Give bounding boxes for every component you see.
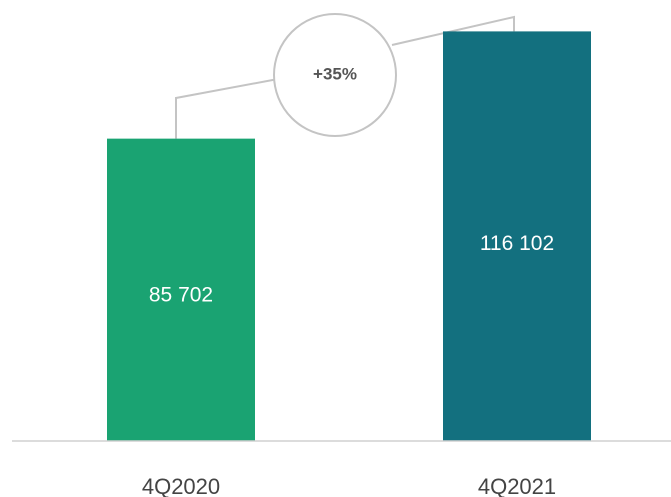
bar-value-label-4q2020: 85 702 <box>149 283 213 306</box>
bar-4q2021 <box>443 31 591 441</box>
growth-bubble <box>273 13 397 137</box>
bar-4q2020 <box>107 138 255 441</box>
category-label-4q2020: 4Q2020 <box>142 474 220 497</box>
category-label-4q2021: 4Q2021 <box>478 474 556 497</box>
growth-connector-left <box>175 78 279 139</box>
growth-connector-right <box>391 15 515 46</box>
growth-percentage-label: +35% <box>313 64 357 83</box>
bar-value-label-4q2021: 116 102 <box>480 232 554 255</box>
